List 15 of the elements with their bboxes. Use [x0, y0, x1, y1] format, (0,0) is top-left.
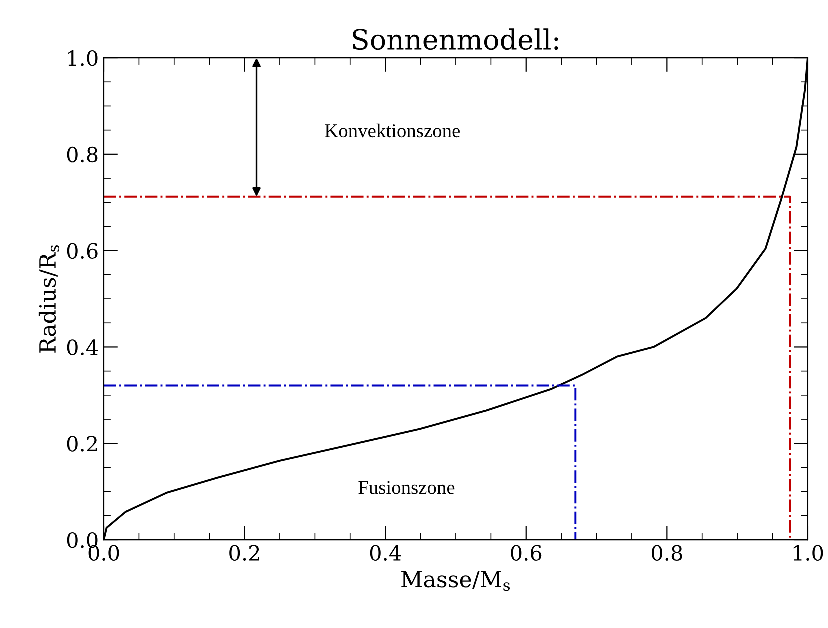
x-tick-label: 0.2	[230, 545, 260, 562]
y-tick-label: 0.6	[67, 243, 98, 260]
annotation: Fusionszone	[358, 481, 455, 494]
x-tick-label: 0.6	[511, 545, 542, 562]
y-tick-label: 0.8	[67, 146, 98, 163]
x-axis-title: Masse/M$_{s}$	[402, 571, 510, 592]
y-tick-label: 0.4	[67, 340, 98, 356]
x-tick-label: 0.8	[652, 545, 682, 562]
chart-title: Sonnenmodell:	[353, 28, 558, 50]
y-tick-label: 0.2	[67, 436, 98, 452]
y-tick-label: 1.0	[68, 50, 98, 66]
x-tick-label: 0.4	[370, 545, 402, 562]
x-tick-label: 1.0	[794, 545, 824, 562]
y-axis-title: Radius/R$_{s}$	[38, 246, 60, 353]
annotation: Konvektionszone	[325, 124, 460, 138]
